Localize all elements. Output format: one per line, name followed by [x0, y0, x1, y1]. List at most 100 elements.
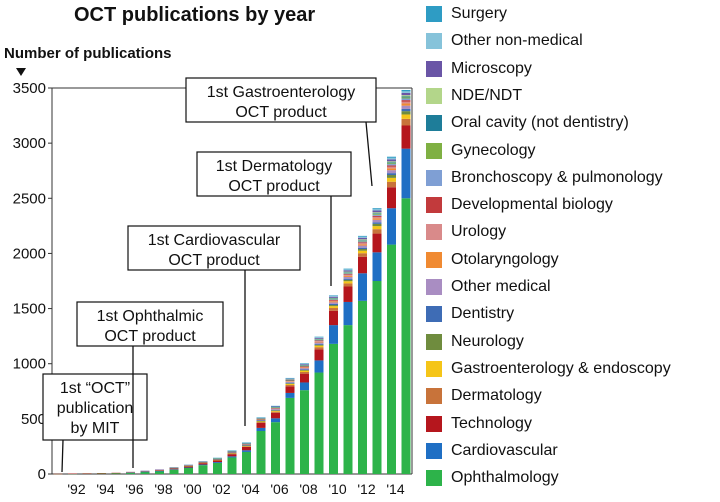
bar-segment — [387, 164, 396, 166]
bar-segment — [329, 305, 338, 307]
legend-swatch — [426, 142, 442, 159]
bar-segment — [343, 275, 353, 277]
legend-label: Surgery — [451, 5, 508, 22]
annotation-pointer — [365, 121, 373, 187]
legend-item: Gastroenterology & endoscopy — [426, 359, 671, 379]
legend-label: NDE/NDT — [451, 86, 523, 104]
bar-segment — [314, 349, 324, 361]
bar-segment — [387, 162, 396, 164]
bar-segment — [285, 397, 295, 474]
x-tick-label: '10 — [328, 481, 346, 497]
legend-item: NDE/NDT — [426, 86, 522, 106]
legend-swatch — [426, 306, 442, 323]
legend-label: Other medical — [451, 278, 551, 295]
bar-segment — [358, 253, 367, 257]
bar-segment — [387, 181, 396, 188]
bar-segment — [387, 175, 396, 178]
y-tick-label: 500 — [21, 411, 46, 428]
bar-segment — [314, 341, 324, 343]
bar-segment — [372, 215, 382, 217]
bar-segment — [343, 270, 353, 272]
annotation-text: OCT product — [228, 178, 320, 195]
bar-segment — [285, 377, 295, 379]
bar-segment — [387, 165, 396, 167]
bar-segment — [343, 274, 353, 276]
annotation-box — [127, 225, 301, 271]
bar-segment — [387, 156, 396, 158]
bar-segment — [358, 239, 367, 241]
bar-segment — [314, 372, 324, 474]
bar-segment — [227, 452, 237, 453]
bar-segment — [256, 420, 266, 422]
bar-segment — [285, 383, 295, 384]
legend-swatch — [426, 87, 442, 104]
bar-segment — [300, 363, 309, 365]
bar-segment — [329, 300, 338, 302]
legend-item: Neurology — [426, 332, 524, 352]
bar-segment — [358, 247, 367, 250]
legend-label: Cardiovascular — [451, 441, 558, 459]
bar-segment — [329, 299, 338, 300]
bar-segment — [314, 345, 324, 348]
bar-segment — [271, 411, 280, 413]
bar-segment — [242, 442, 251, 444]
bar-segment — [372, 219, 382, 223]
legend-label: Other non-medical — [451, 32, 583, 50]
bar-segment — [387, 168, 396, 171]
bar-segment — [184, 464, 193, 466]
bar-segment — [343, 301, 353, 326]
bar-segment — [343, 273, 353, 275]
bar-segment — [387, 208, 396, 245]
legend-label: Neurology — [451, 332, 524, 350]
bar-segment — [343, 276, 353, 279]
bar-segment — [97, 473, 106, 474]
bar-segment — [300, 370, 309, 371]
legend-label: Technology — [451, 414, 532, 432]
legend-label: Developmental biology — [451, 196, 613, 214]
bar-segment — [227, 452, 237, 454]
bar-segment — [358, 235, 367, 237]
bar-segment — [358, 237, 367, 240]
bar-segment — [271, 410, 280, 412]
bar-segment — [358, 236, 367, 238]
bar-segment — [401, 89, 411, 92]
bar-segment — [314, 344, 324, 346]
bar-segment — [372, 210, 382, 213]
bar-segment — [169, 467, 179, 468]
annotation-text: publication — [57, 400, 134, 417]
bar-segment — [256, 422, 266, 428]
legend-label: Gynecology — [451, 141, 536, 159]
bar-segment — [285, 380, 295, 382]
bar-segment — [271, 407, 280, 408]
bar-segment — [300, 371, 309, 374]
bar-segment — [329, 296, 338, 298]
bar-segment — [401, 92, 411, 96]
bar-segment — [358, 244, 367, 246]
bar-segment — [329, 343, 338, 474]
bar-segment — [358, 273, 367, 301]
annotation-box — [196, 151, 352, 197]
bar-segment — [372, 281, 382, 474]
bar-segment — [401, 118, 411, 126]
bar-segment — [285, 384, 295, 387]
bar-segment — [401, 125, 411, 149]
bar-segment — [256, 422, 266, 423]
bar-segment — [358, 241, 367, 243]
legend-swatch — [426, 470, 442, 487]
bar-segment — [271, 410, 280, 411]
bar-segment — [314, 341, 324, 342]
bar-segment — [314, 339, 324, 341]
bar-segment — [372, 216, 382, 219]
bar-segment — [300, 368, 309, 370]
bar-segment — [387, 157, 396, 160]
bar-segment — [82, 473, 92, 474]
annotation-box — [76, 301, 224, 347]
bar-segment — [271, 408, 280, 409]
bar-segment — [372, 214, 382, 216]
bar-segment — [343, 272, 353, 274]
legend-swatch — [426, 115, 442, 132]
bar-segment — [271, 405, 280, 407]
bar-segment — [343, 274, 353, 275]
bar-segment — [401, 148, 411, 199]
